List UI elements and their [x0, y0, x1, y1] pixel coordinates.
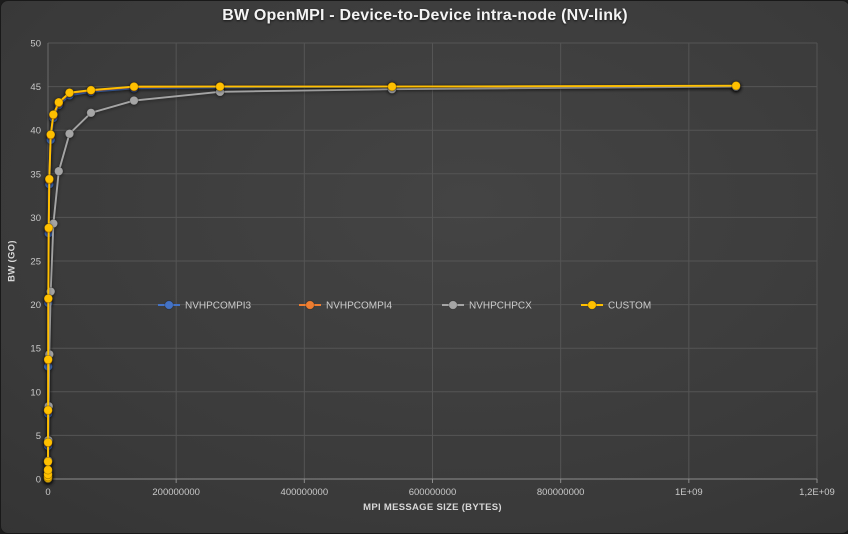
x-tick-label: 0	[45, 487, 50, 498]
x-tick-label: 400000000	[281, 487, 329, 498]
y-tick-label: 5	[36, 431, 41, 442]
data-point-CUSTOM[interactable]	[48, 109, 59, 120]
legend-marker-dot	[305, 300, 315, 310]
series-NVHPCHPCX[interactable]	[43, 81, 741, 484]
data-point-CUSTOM[interactable]	[45, 129, 56, 140]
legend-item-NVHPCHPCX[interactable]: NVHPCHPCX	[442, 300, 532, 312]
data-point-CUSTOM[interactable]	[86, 85, 96, 95]
chart-title[interactable]: BW OpenMPI - Device-to-Device intra-node…	[222, 7, 628, 24]
series-NVHPCOMPI4[interactable]	[43, 81, 741, 484]
y-tick-label: 25	[30, 257, 41, 268]
data-point-NVHPCHPCX[interactable]	[54, 166, 64, 176]
data-point-CUSTOM[interactable]	[43, 456, 53, 467]
y-tick-label: 35	[30, 169, 41, 180]
data-point-CUSTOM[interactable]	[64, 88, 75, 98]
y-tick-label: 40	[30, 126, 41, 137]
legend-label[interactable]: NVHPCOMPI4	[326, 301, 393, 312]
series-CUSTOM[interactable]	[43, 81, 741, 484]
data-point-CUSTOM[interactable]	[731, 81, 741, 91]
x-axis-title: MPI MESSAGE SIZE (BYTES)	[363, 502, 502, 513]
y-tick-label: 50	[30, 39, 41, 50]
data-point-CUSTOM[interactable]	[43, 437, 53, 448]
x-tick-label: 600000000	[409, 487, 457, 498]
series-line-CUSTOM[interactable]	[47, 84, 737, 479]
series-NVHPCOMPI3[interactable]	[43, 81, 741, 484]
data-point-CUSTOM[interactable]	[129, 81, 139, 92]
legend-marker-dot	[448, 300, 458, 310]
legend-label[interactable]: CUSTOM	[608, 301, 651, 312]
y-tick-label: 15	[30, 344, 41, 355]
legend-marker-dot	[587, 300, 597, 310]
legend-item-NVHPCOMPI3[interactable]: NVHPCOMPI3	[158, 300, 252, 312]
data-point-NVHPCHPCX[interactable]	[64, 128, 75, 139]
legend-item-NVHPCOMPI4[interactable]: NVHPCOMPI4	[299, 300, 393, 312]
data-point-CUSTOM[interactable]	[54, 97, 64, 107]
legend-label[interactable]: NVHPCHPCX	[469, 301, 532, 312]
y-tick-label: 30	[30, 213, 41, 224]
series-line-NVHPCOMPI3[interactable]	[47, 85, 737, 479]
data-point-CUSTOM[interactable]	[215, 81, 225, 92]
data-point-NVHPCHPCX[interactable]	[86, 108, 96, 118]
data-point-CUSTOM[interactable]	[43, 405, 53, 415]
data-point-NVHPCHPCX[interactable]	[129, 95, 139, 106]
data-point-CUSTOM[interactable]	[44, 174, 55, 184]
x-tick-label: 1,2E+09	[799, 487, 835, 498]
y-tick-label: 20	[30, 300, 41, 311]
legend-item-CUSTOM[interactable]: CUSTOM	[581, 300, 651, 312]
data-point-CUSTOM[interactable]	[43, 465, 53, 475]
data-point-CUSTOM[interactable]	[387, 81, 397, 92]
x-tick-label: 800000000	[537, 487, 585, 498]
data-point-CUSTOM[interactable]	[43, 223, 54, 233]
y-tick-label: 0	[36, 475, 41, 486]
data-point-CUSTOM[interactable]	[43, 354, 53, 365]
x-tick-label: 200000000	[152, 487, 200, 498]
legend-label[interactable]: NVHPCOMPI3	[185, 301, 252, 312]
y-tick-label: 10	[30, 387, 41, 398]
series-line-NVHPCOMPI4[interactable]	[47, 85, 737, 479]
x-tick-label: 1E+09	[675, 487, 703, 498]
y-axis-title: BW (GO)	[6, 240, 18, 282]
series-line-NVHPCHPCX[interactable]	[47, 85, 737, 479]
legend-marker-dot	[164, 300, 174, 310]
data-point-CUSTOM[interactable]	[43, 293, 54, 304]
y-tick-label: 45	[30, 82, 41, 93]
